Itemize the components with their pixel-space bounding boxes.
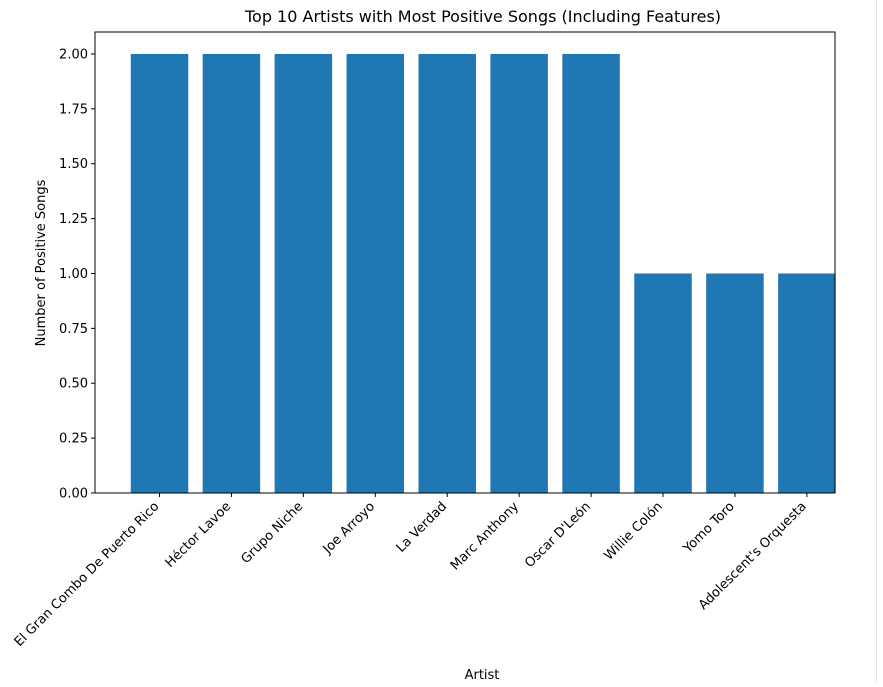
y-tick-label: 1.50 xyxy=(59,157,88,172)
y-tick-label: 1.25 xyxy=(59,212,88,227)
y-tick-label: 0.00 xyxy=(59,487,88,502)
bar xyxy=(202,53,261,493)
y-tick-label: 0.50 xyxy=(59,377,88,392)
bar xyxy=(274,53,333,493)
x-tick-label: Marc Anthony xyxy=(448,499,522,573)
bar xyxy=(562,53,620,493)
y-tick-label: 0.25 xyxy=(59,432,88,447)
x-ticks-group: El Gran Combo De Puerto Rico Héctor Lavoe… xyxy=(12,493,810,650)
x-tick-label: La Verdad xyxy=(394,499,450,555)
x-tick-label: Grupo Niche xyxy=(239,499,307,567)
bar xyxy=(706,273,764,493)
plot-area-frame xyxy=(94,31,836,494)
bar xyxy=(634,273,692,493)
bars-group xyxy=(130,53,836,493)
window-edge xyxy=(876,0,877,683)
y-tick-label: 1.75 xyxy=(59,102,88,117)
x-tick-label: Oscar D'León xyxy=(522,499,594,571)
y-tick-label: 0.75 xyxy=(59,322,88,337)
x-tick-label: El Gran Combo De Puerto Rico xyxy=(12,499,163,650)
x-tick-label: Yomo Toro xyxy=(680,499,738,557)
chart-title: Top 10 Artists with Most Positive Songs … xyxy=(244,7,721,26)
x-tick-label: Héctor Lavoe xyxy=(163,499,235,571)
y-ticks-group: 0.00 0.25 0.50 0.75 1.00 1.25 1.50 1.75 2.00 xyxy=(59,47,95,502)
bar xyxy=(778,273,836,493)
y-tick-label: 1.00 xyxy=(59,267,88,282)
bar xyxy=(490,53,548,493)
y-axis-label: Number of Positive Songs xyxy=(34,179,49,346)
bar xyxy=(418,53,476,493)
x-axis-label: Artist xyxy=(465,668,500,683)
bar xyxy=(130,53,189,493)
x-tick-label: Willie Colón xyxy=(602,499,666,563)
bar xyxy=(346,53,405,493)
y-tick-label: 2.00 xyxy=(59,47,88,62)
x-tick-label: Joe Arroyo xyxy=(320,499,378,557)
